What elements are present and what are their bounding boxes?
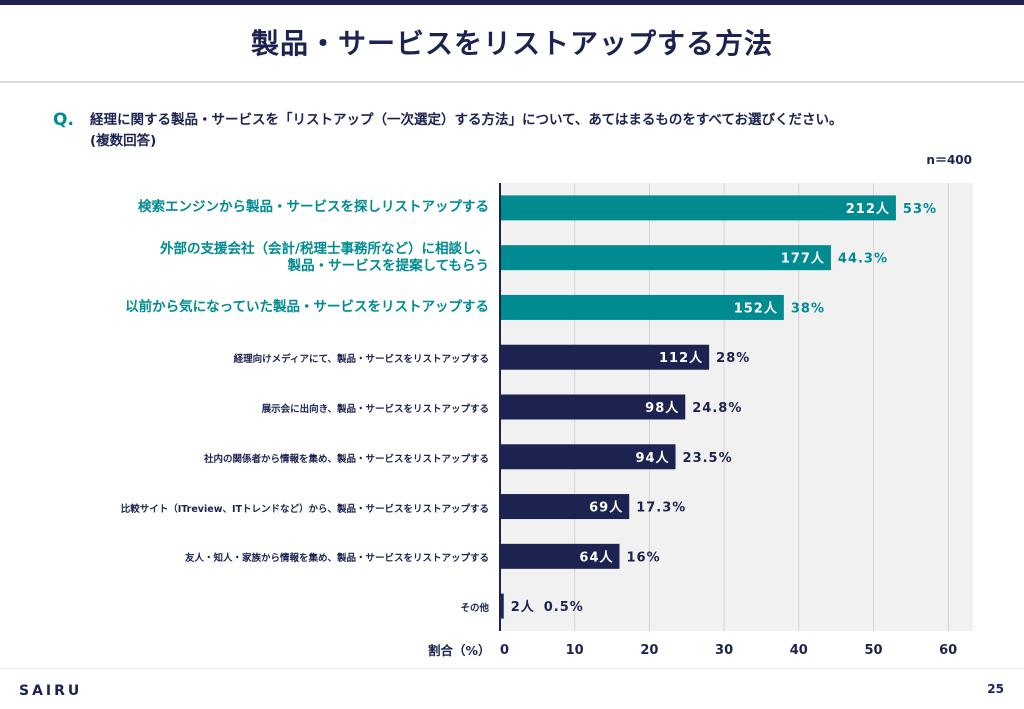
bar-value-label: 0.5% [544,600,584,615]
category-label: 経理向けメディアにて、製品・サービスをリストアップする [233,354,489,366]
category-label: 友人・知人・家族から情報を集め、製品・サービスをリストアップする [184,553,489,565]
question-text: 経理に関する製品・サービスを「リストアップ（一次選定）する方法」について、あては… [90,110,990,152]
sairu-logo: SAIRU [19,683,83,699]
category-label: 展示会に出向き、製品・サービスをリストアップする [261,404,489,415]
category-label: 社内の関係者から情報を集め、製品・サービスをリストアップする [203,453,489,465]
bar-count-label: 112人 [659,350,703,366]
x-axis-title: 割合（%） [428,643,491,658]
question-line-2: (複数回答) [90,133,157,149]
top-accent-bar [0,0,1024,5]
bar-value-label: 16% [627,550,661,565]
bar-value-label: 44.3% [838,252,888,267]
bar-count-label: 152人 [734,300,778,316]
page-number: 25 [987,682,1004,696]
bar [500,593,504,619]
bar-count-label: 64人 [579,549,613,565]
sample-size-label: n＝400 [926,153,972,167]
x-tick-label: 20 [640,643,658,658]
question-line-1: 経理に関する製品・サービスを「リストアップ（一次選定）する方法」について、あては… [90,112,843,128]
category-label: 外部の支援会社（会計/税理士事務所など）に相談し、 製品・サービスを提案してもらう [160,240,489,274]
footer-divider [0,668,1024,669]
bar-value-label: 23.5% [683,451,733,466]
bar [500,444,676,470]
x-tick-label: 10 [566,643,584,658]
bar [500,494,630,520]
bar-value-label: 28% [716,351,750,366]
category-label: 検索エンジンから製品・サービスを探しリストアップする [138,199,489,216]
page-title: 製品・サービスをリストアップする方法 [250,27,773,60]
bar [500,344,710,370]
bar-value-label: 17.3% [636,501,686,516]
x-tick-label: 60 [939,643,957,658]
bar-value-label: 53% [903,202,937,217]
bar-count-label: 2人 [511,599,535,615]
bar [500,543,620,569]
bar [500,294,784,320]
bar [500,195,896,221]
category-label: 以前から気になっていた製品・サービスをリストアップする [125,298,489,315]
bar-count-label: 94人 [635,450,669,466]
category-label: その他 [460,603,489,615]
bar-count-label: 177人 [781,251,825,267]
bar [500,394,686,420]
bar-value-label: 24.8% [692,401,742,416]
bar-count-label: 98人 [645,400,679,416]
question-mark: Q. [53,110,74,130]
bar-count-label: 69人 [589,500,623,516]
title-divider [0,81,1024,83]
x-tick-label: 0 [500,643,509,658]
x-tick-label: 40 [790,643,808,658]
x-tick-label: 50 [864,643,882,658]
category-label: 比較サイト（ITreview、ITトレンドなど）から、製品・サービスをリストアッ… [120,503,489,515]
x-tick-label: 30 [715,643,733,658]
bar-count-label: 212人 [846,201,890,217]
bar-value-label: 38% [791,301,825,316]
bar [500,245,831,271]
